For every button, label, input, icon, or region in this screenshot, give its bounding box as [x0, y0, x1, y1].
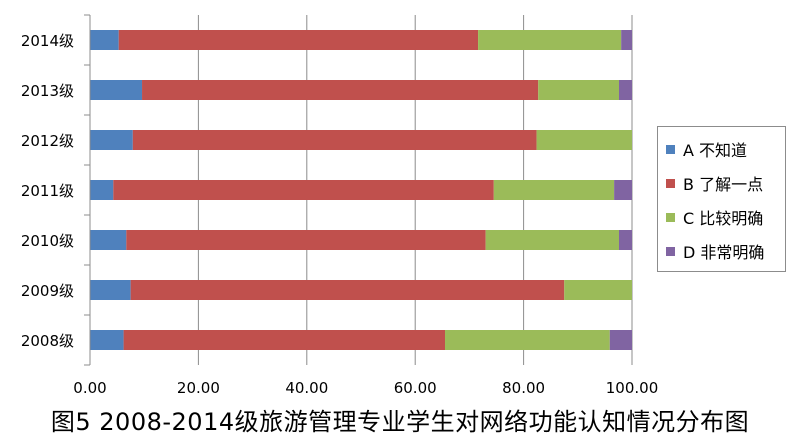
x-tick-label: 20.00: [177, 379, 220, 397]
legend-label: C 比较明确: [683, 209, 764, 228]
bar-segment: [132, 130, 537, 150]
x-tick-label: 0.00: [73, 379, 106, 397]
category-label: 2011级: [21, 182, 74, 200]
legend-swatch: [666, 212, 675, 222]
category-label: 2008级: [21, 332, 74, 350]
legend-swatch: [666, 246, 675, 256]
x-tick-label: 60.00: [394, 379, 437, 397]
bar-segment: [90, 30, 119, 50]
bar-segment: [485, 230, 619, 250]
x-tick-label: 40.00: [285, 379, 328, 397]
bar-segment: [90, 330, 124, 350]
legend-swatch: [666, 144, 675, 154]
bar-segment: [142, 80, 539, 100]
category-label: 2010级: [21, 232, 74, 250]
legend-item: C 比较明确: [666, 205, 763, 229]
bar-segment: [536, 130, 632, 150]
bar-segment: [90, 80, 143, 100]
x-tick-labels: 0.00 20.00 40.00 60.00 80.00 100.00: [73, 379, 658, 397]
bar-segment: [130, 280, 565, 300]
stacked-bar-chart: 2014级 2013级 2012级 2011级 2010级 2009级 2008级 0.00…: [21, 14, 658, 397]
bar-segment: [618, 230, 632, 250]
legend-label: A 不知道: [683, 141, 748, 160]
bar-segment: [621, 30, 632, 50]
x-tick-label: 80.00: [502, 379, 545, 397]
bar-segment: [123, 330, 446, 350]
bar-segment: [614, 180, 632, 200]
category-label: 2012级: [21, 132, 74, 150]
legend-swatch: [666, 178, 675, 188]
bar-segment: [609, 330, 632, 350]
bar-segment: [564, 280, 632, 300]
bar-segment: [113, 180, 494, 200]
x-tick-label: 100.00: [606, 379, 659, 397]
legend-label: D 非常明确: [683, 243, 765, 262]
bar-segment: [538, 80, 619, 100]
legend-item: D 非常明确: [666, 239, 764, 263]
bar-segment: [445, 330, 610, 350]
category-label: 2009级: [21, 282, 74, 300]
legend-item: B 了解一点: [666, 171, 763, 195]
bar-segment: [90, 180, 114, 200]
legend-label: B 了解一点: [683, 175, 764, 194]
category-labels: 2014级 2013级 2012级 2011级 2010级 2009级 2008级: [21, 32, 74, 350]
bar-segment: [493, 180, 615, 200]
figure-caption: 图5 2008-2014级旅游管理专业学生对网络功能认知情况分布图: [50, 408, 750, 436]
bar-segment: [90, 130, 133, 150]
bar-segment: [90, 230, 127, 250]
bar-segment: [126, 230, 486, 250]
category-label: 2014级: [21, 32, 74, 50]
bar-segment: [618, 80, 632, 100]
legend-item: A 不知道: [666, 137, 747, 161]
bars: [90, 30, 632, 350]
axes: [84, 14, 91, 366]
category-label: 2013级: [21, 82, 74, 100]
legend: A 不知道 B 了解一点 C 比较明确 D 非常明确: [657, 126, 786, 272]
bar-segment: [118, 30, 479, 50]
bar-segment: [478, 30, 622, 50]
bar-segment: [90, 280, 131, 300]
